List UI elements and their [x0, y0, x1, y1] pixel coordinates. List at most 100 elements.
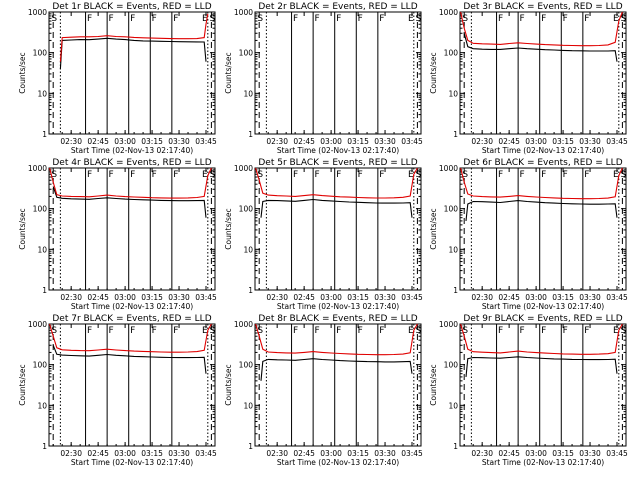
panel-title: Det 7r BLACK = Events, RED = LLD [52, 314, 211, 324]
x-tick-label: 03:45 [606, 137, 628, 146]
marker-label-f: F [358, 326, 363, 336]
marker-label-f: F [336, 326, 341, 336]
x-tick-label: 02:45 [293, 137, 315, 146]
y-axis-label: Counts/sec [429, 52, 438, 93]
series-line-lld [460, 11, 623, 47]
marker-label-f: F [584, 170, 589, 180]
y-tick-label: 1 [42, 130, 47, 139]
y-tick-label: 10 [448, 245, 458, 254]
marker-label-e: E [613, 14, 619, 24]
marker-label-f: F [87, 14, 92, 24]
marker-label-e: E [408, 170, 414, 180]
marker-label-f: F [152, 326, 157, 336]
x-tick-label: 02:30 [60, 293, 82, 302]
marker-label-f: F [152, 14, 157, 24]
marker-label-e: E [408, 326, 414, 336]
marker-label-s: S [51, 14, 57, 24]
series-line-events [260, 358, 413, 381]
plot-frame [459, 323, 627, 447]
marker-label-e: E [408, 14, 414, 24]
x-tick-label: 02:30 [60, 137, 82, 146]
x-tick-label: 03:15 [347, 449, 369, 458]
marker-label-e: E [202, 14, 208, 24]
x-tick-label: 03:00 [525, 449, 547, 458]
marker-label-s: S [257, 14, 263, 24]
marker-label-f: F [336, 170, 341, 180]
marker-label-s: S [210, 326, 216, 336]
y-tick-label: 1 [453, 286, 458, 295]
x-tick-label: 03:30 [374, 137, 396, 146]
x-tick-label: 03:45 [195, 137, 217, 146]
x-tick-label: 02:30 [471, 293, 493, 302]
panel-5: Det 5r BLACK = Events, RED = LLD 1 10 100 10… [224, 158, 423, 311]
plot-frame [459, 167, 627, 291]
x-tick-label: 02:45 [498, 293, 520, 302]
marker-label-f: F [563, 326, 568, 336]
x-tick-label: 03:15 [141, 449, 163, 458]
marker-label-f: F [358, 170, 363, 180]
x-tick-label: 03:15 [141, 293, 163, 302]
x-axis-label: Start Time (02-Nov-13 02:17:40) [482, 302, 604, 311]
plot-frame [459, 11, 627, 135]
x-tick-label: 03:45 [401, 449, 423, 458]
y-tick-label: 1000 [234, 8, 253, 17]
series-line-lld [460, 323, 623, 355]
y-tick-label: 10 [243, 401, 253, 410]
marker-label-f: F [173, 326, 178, 336]
x-tick-label: 03:45 [606, 293, 628, 302]
panel-7: Det 7r BLACK = Events, RED = LLD 1 10 100 10… [18, 314, 217, 467]
panel-9: Det 9r BLACK = Events, RED = LLD 1 10 100 10… [429, 314, 628, 467]
y-tick-label: 100 [33, 49, 48, 58]
y-tick-label: 10 [37, 245, 47, 254]
series-line-events [59, 37, 207, 69]
y-tick-label: 1000 [28, 320, 47, 329]
y-tick-label: 1 [248, 442, 253, 451]
x-axis-label: Start Time (02-Nov-13 02:17:40) [482, 146, 604, 155]
y-axis-label: Counts/sec [18, 208, 27, 249]
y-axis-label: Counts/sec [18, 364, 27, 405]
marker-label-s: S [621, 170, 627, 180]
marker-label-f: F [498, 14, 503, 24]
y-tick-label: 100 [239, 361, 254, 370]
marker-label-f: F [498, 326, 503, 336]
x-tick-label: 03:00 [320, 137, 342, 146]
y-tick-label: 100 [444, 205, 459, 214]
plot-frame [254, 323, 422, 447]
x-tick-label: 02:45 [498, 449, 520, 458]
series-line-events [463, 33, 618, 62]
x-axis-label: Start Time (02-Nov-13 02:17:40) [277, 302, 399, 311]
marker-label-s: S [257, 326, 263, 336]
series-line-lld [255, 323, 418, 356]
y-tick-label: 1000 [28, 8, 47, 17]
marker-label-s: S [210, 170, 216, 180]
marker-label-f: F [87, 170, 92, 180]
marker-label-f: F [130, 326, 135, 336]
marker-label-f: F [520, 326, 525, 336]
y-tick-label: 1000 [439, 164, 458, 173]
marker-label-f: F [541, 170, 546, 180]
x-tick-label: 03:30 [168, 293, 190, 302]
y-axis-label: Counts/sec [18, 52, 27, 93]
marker-label-s: S [462, 326, 468, 336]
x-tick-label: 02:45 [293, 449, 315, 458]
y-tick-label: 10 [243, 245, 253, 254]
marker-label-f: F [173, 14, 178, 24]
marker-label-f: F [152, 170, 157, 180]
x-tick-label: 02:30 [266, 449, 288, 458]
x-tick-label: 03:00 [320, 449, 342, 458]
y-tick-label: 1000 [28, 164, 47, 173]
x-tick-label: 03:45 [195, 449, 217, 458]
panel-1: Det 1r BLACK = Events, RED = LLD 1 10 100 10… [18, 2, 217, 155]
marker-label-f: F [130, 14, 135, 24]
marker-label-f: F [379, 170, 384, 180]
plot-frame [48, 167, 216, 291]
x-axis-label: Start Time (02-Nov-13 02:17:40) [71, 146, 193, 155]
marker-label-f: F [541, 14, 546, 24]
marker-label-s: S [257, 170, 263, 180]
marker-label-f: F [563, 14, 568, 24]
marker-label-e: E [613, 170, 619, 180]
y-tick-label: 1 [42, 286, 47, 295]
y-tick-label: 100 [33, 361, 48, 370]
y-tick-label: 100 [33, 205, 48, 214]
